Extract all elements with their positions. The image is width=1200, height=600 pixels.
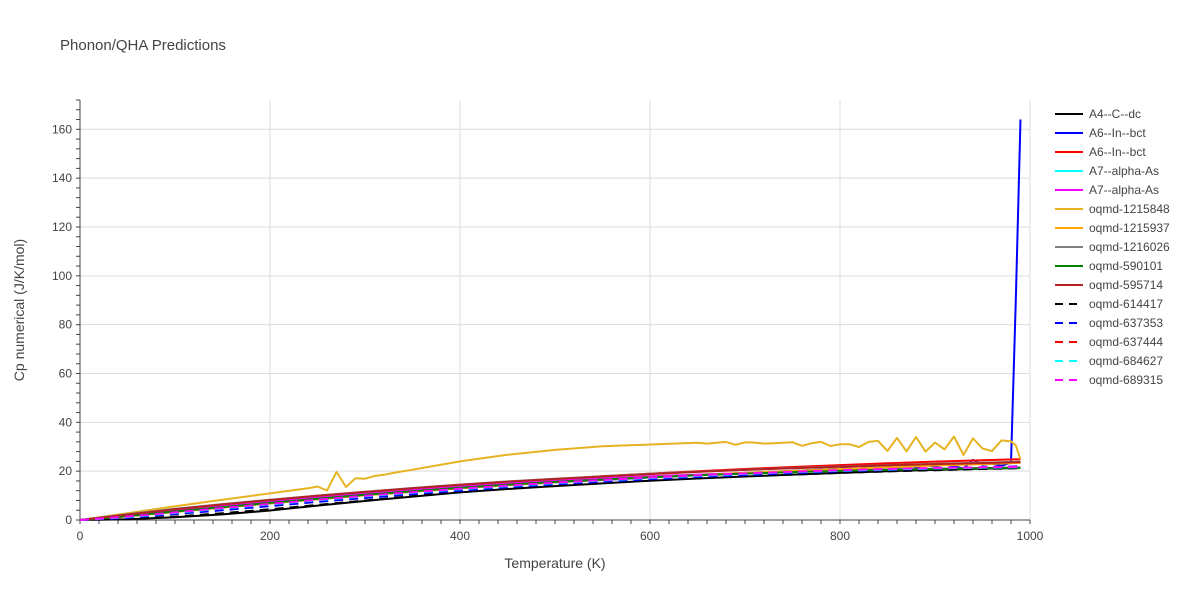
legend: A4--C--dc A6--In--bct A6--In--bct A7--alpha… <box>1055 107 1170 387</box>
series-layer <box>79 119 1022 521</box>
y-tick-label: 160 <box>52 122 72 136</box>
series-line <box>79 465 1021 521</box>
y-tick-label: 140 <box>52 171 72 185</box>
series-line <box>79 435 1022 521</box>
legend-item[interactable]: oqmd-1215937 <box>1055 221 1170 235</box>
legend-item[interactable]: A4--C--dc <box>1055 107 1141 121</box>
legend-label: oqmd-1215848 <box>1089 202 1170 216</box>
series-line <box>79 465 1021 521</box>
x-tick-label: 600 <box>640 529 660 543</box>
series-line <box>79 467 1021 521</box>
legend-item[interactable]: A6--In--bct <box>1055 126 1146 140</box>
y-axis-title: Cp numerical (J/K/mol) <box>11 239 27 381</box>
legend-label: oqmd-590101 <box>1089 259 1163 273</box>
legend-label: oqmd-1216026 <box>1089 240 1170 254</box>
legend-label: oqmd-689315 <box>1089 373 1163 387</box>
legend-item[interactable]: oqmd-614417 <box>1055 297 1163 311</box>
series-line <box>79 466 1021 521</box>
legend-item[interactable]: oqmd-590101 <box>1055 259 1163 273</box>
legend-label: oqmd-1215937 <box>1089 221 1170 235</box>
legend-item[interactable]: A6--In--bct <box>1055 145 1146 159</box>
legend-item[interactable]: oqmd-637353 <box>1055 316 1163 330</box>
legend-label: oqmd-637353 <box>1089 316 1163 330</box>
legend-item[interactable]: oqmd-689315 <box>1055 373 1163 387</box>
y-tick-label: 0 <box>65 513 72 527</box>
y-tick-label: 80 <box>59 318 73 332</box>
legend-label: oqmd-684627 <box>1089 354 1163 368</box>
series-line <box>79 466 1021 521</box>
y-tick-label: 40 <box>59 415 73 429</box>
x-tick-label: 400 <box>450 529 470 543</box>
legend-item[interactable]: A7--alpha-As <box>1055 183 1159 197</box>
legend-label: oqmd-637444 <box>1089 335 1163 349</box>
y-tick-label: 100 <box>52 269 72 283</box>
legend-item[interactable]: oqmd-637444 <box>1055 335 1163 349</box>
legend-label: A7--alpha-As <box>1089 164 1159 178</box>
grid <box>80 100 1031 520</box>
legend-label: A6--In--bct <box>1089 145 1146 159</box>
y-tick-label: 120 <box>52 220 72 234</box>
chart-title: Phonon/QHA Predictions <box>60 37 226 54</box>
legend-label: A6--In--bct <box>1089 126 1146 140</box>
x-tick-label: 200 <box>260 529 280 543</box>
x-tick-label: 800 <box>830 529 850 543</box>
y-tick-label: 20 <box>59 464 73 478</box>
axes: 0 200 400 600 800 1000 0 20 40 60 80 100 120 140 160 <box>52 99 1044 543</box>
series-line <box>79 466 1021 521</box>
series-line <box>79 466 1021 521</box>
legend-item[interactable]: A7--alpha-As <box>1055 164 1159 178</box>
legend-label: A7--alpha-As <box>1089 183 1159 197</box>
series-line <box>79 467 1021 521</box>
series-line <box>79 461 1021 521</box>
x-tick-label: 0 <box>77 529 84 543</box>
legend-label: A4--C--dc <box>1089 107 1141 121</box>
x-axis-title: Temperature (K) <box>504 555 605 571</box>
x-tick-label: 1000 <box>1017 529 1044 543</box>
series-line <box>79 119 1022 521</box>
legend-item[interactable]: oqmd-1216026 <box>1055 240 1170 254</box>
legend-label: oqmd-595714 <box>1089 278 1163 292</box>
legend-item[interactable]: oqmd-595714 <box>1055 278 1163 292</box>
legend-item[interactable]: oqmd-684627 <box>1055 354 1163 368</box>
y-tick-label: 60 <box>59 366 73 380</box>
series-line <box>79 466 1021 521</box>
legend-label: oqmd-614417 <box>1089 297 1163 311</box>
legend-item[interactable]: oqmd-1215848 <box>1055 202 1170 216</box>
